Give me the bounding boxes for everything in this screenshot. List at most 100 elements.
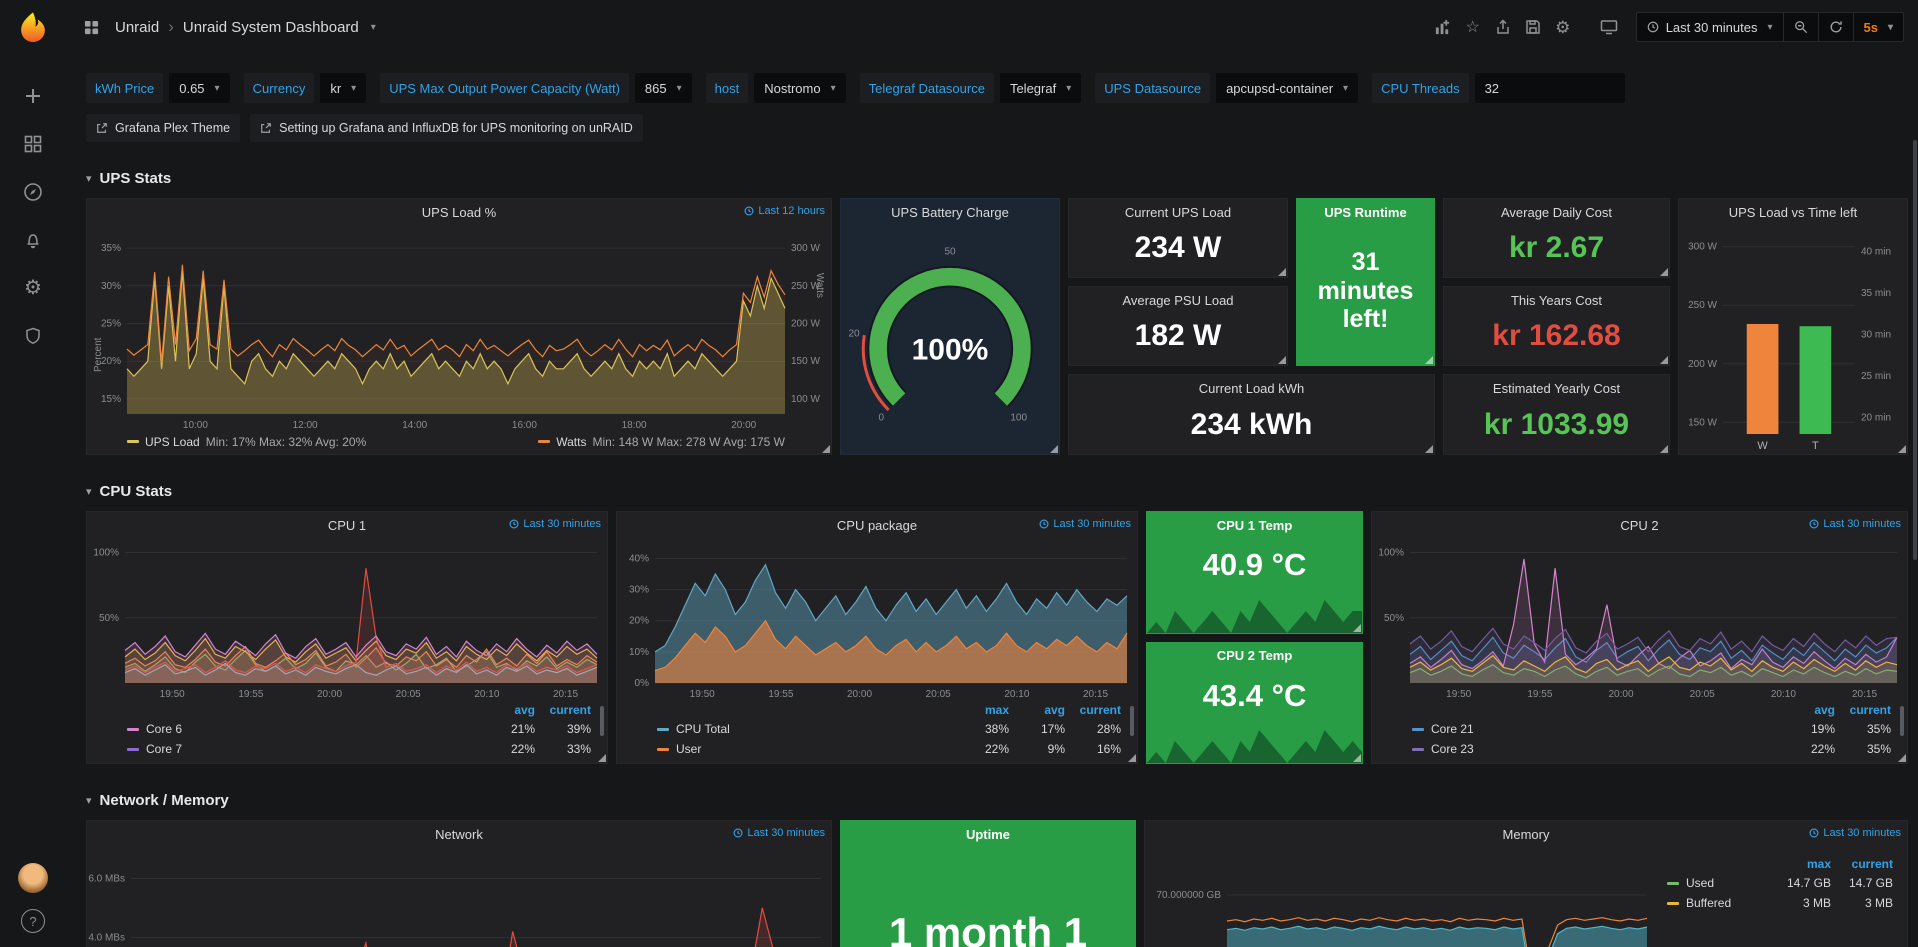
battery-gauge[interactable]: 0 20 50 100 100% [841,225,1059,454]
panel-header[interactable]: Current UPS Load [1069,199,1287,225]
legend-sort-max[interactable]: max [1806,857,1831,871]
scrollbar-thumb[interactable] [1913,140,1917,560]
panel-time-range[interactable]: Last 30 minutes [1809,827,1901,839]
panel-time-range[interactable]: Last 12 hours [744,205,825,217]
panel-header[interactable]: UPS Battery Charge [841,199,1059,225]
legend-item[interactable]: CPU Total 38% 17% 28% [617,719,1137,739]
configuration-gear-icon[interactable]: ⚙ [24,277,42,299]
user-avatar[interactable] [18,863,48,893]
variable-value-dropdown[interactable]: kr ▾ [320,73,367,103]
legend-sort-avg[interactable]: avg [1814,703,1835,717]
panel-resize-handle[interactable] [1660,268,1668,276]
legend-scrollbar[interactable] [1130,706,1134,736]
panel-resize-handle[interactable] [1898,754,1906,762]
panel-header[interactable]: CPU 1 Last 30 minutes [87,512,607,538]
legend-item[interactable]: Core 21 19% 35% [1372,719,1907,739]
dashboard-title[interactable]: Unraid System Dashboard [182,18,359,36]
legend-sort-current[interactable]: current [1851,857,1893,871]
panel-header[interactable]: CPU package Last 30 minutes [617,512,1137,538]
panel-title[interactable]: CPU package [836,517,918,533]
dashboards-icon[interactable] [21,132,45,156]
panel-title[interactable]: UPS Load vs Time left [1728,204,1858,220]
panel-header[interactable]: CPU 2 Temp [1147,643,1362,669]
legend-item[interactable]: Core 23 22% 35% [1372,739,1907,759]
legend-sort-avg[interactable]: avg [1044,703,1065,717]
cpu1-chart[interactable]: 50% 100% 19:50 19:55 20:00 20:05 20:10 20:15 [87,538,607,701]
legend-item[interactable]: Core 6 21% 39% [87,719,607,739]
time-picker-button[interactable]: Last 30 minutes ▾ [1635,12,1784,42]
panel-time-range[interactable]: Last 30 minutes [1809,518,1901,530]
panel-title[interactable]: Uptime [965,826,1011,842]
panel-resize-handle[interactable] [1278,356,1286,364]
panel-resize-handle[interactable] [1353,754,1361,762]
panel-title[interactable]: Network [435,826,483,842]
legend-scrollbar[interactable] [600,706,604,736]
panel-header[interactable]: Current Load kWh [1069,375,1434,401]
panel-header[interactable]: Average Daily Cost [1444,199,1669,225]
chevron-down-icon[interactable]: ▾ [370,21,376,33]
section-ups-stats[interactable]: ▾ UPS Stats [86,164,1908,192]
panel-title[interactable]: CPU 1 [327,517,367,533]
panel-header[interactable]: Uptime [841,821,1135,847]
legend-item[interactable]: Watts Min: 148 W Max: 278 W Avg: 175 W [538,435,785,449]
panel-header[interactable]: Memory Last 30 minutes [1145,821,1907,847]
variable-value-dropdown[interactable]: 0.65 ▾ [169,73,230,103]
panel-title[interactable]: Current UPS Load [1124,204,1232,220]
variable-value-dropdown[interactable]: Nostromo ▾ [754,73,846,103]
dashboard-settings-gear-icon[interactable]: ⚙ [1555,17,1571,37]
panel-resize-handle[interactable] [1898,445,1906,453]
panel-time-range[interactable]: Last 30 minutes [733,827,825,839]
server-admin-shield-icon[interactable] [21,324,45,348]
create-plus-icon[interactable] [21,84,45,108]
panel-title[interactable]: CPU 2 Temp [1216,648,1293,663]
panel-resize-handle[interactable] [1278,268,1286,276]
section-network-memory[interactable]: ▾ Network / Memory [86,786,1908,814]
refresh-button[interactable] [1818,12,1854,42]
panel-resize-handle[interactable] [822,445,830,453]
memory-chart[interactable]: 50.000000 GB60.000000 GB70.000000 GB19:5… [1145,847,1657,947]
legend-item[interactable]: User 22% 9% 16% [617,739,1137,759]
breadcrumb-app[interactable]: Unraid [115,18,160,36]
panel-title[interactable]: UPS Battery Charge [891,204,1009,220]
panel-title[interactable]: UPS Runtime [1324,204,1407,220]
legend-sort-max[interactable]: max [984,703,1009,717]
legend-sort-current[interactable]: current [1079,703,1121,717]
add-panel-button[interactable] [1428,12,1458,42]
panel-resize-handle[interactable] [1425,356,1433,364]
panel-header[interactable]: Average PSU Load [1069,287,1287,313]
legend-sort-current[interactable]: current [1849,703,1891,717]
ups-load-vs-time-chart[interactable]: 150 W 200 W 250 W 300 W 20 min 25 min 30 min 35… [1679,225,1907,454]
panel-resize-handle[interactable] [1660,356,1668,364]
panel-title[interactable]: CPU 2 [1620,517,1659,533]
panel-title[interactable]: Estimated Yearly Cost [1492,380,1621,396]
panel-resize-handle[interactable] [1660,445,1668,453]
panel-header[interactable]: Network Last 30 minutes [87,821,831,847]
panel-title[interactable]: This Years Cost [1510,292,1603,308]
panel-header[interactable]: Estimated Yearly Cost [1444,375,1669,401]
refresh-interval-button[interactable]: 5s ▾ [1853,12,1904,42]
kiosk-monitor-icon[interactable] [1594,12,1624,42]
panel-time-range[interactable]: Last 30 minutes [509,518,601,530]
alerting-bell-icon[interactable] [21,228,45,252]
save-button[interactable] [1518,12,1548,42]
explore-compass-icon[interactable] [21,180,45,204]
cpu2-chart[interactable]: 50% 100% 19:50 19:55 20:00 20:05 20:10 20:15 [1372,538,1907,701]
dashboard-link[interactable]: Setting up Grafana and InfluxDB for UPS … [250,114,643,142]
legend-sort-avg[interactable]: avg [514,703,535,717]
ups-load-chart[interactable]: 15% 20% 25% 30% 35% 100 W 150 W 200 W 250 W 300 W… [87,225,831,432]
panel-title[interactable]: CPU 1 Temp [1216,517,1293,533]
grafana-logo[interactable] [14,10,52,48]
panel-title[interactable]: Current Load kWh [1198,380,1305,396]
panel-resize-handle[interactable] [1050,445,1058,453]
panel-resize-handle[interactable] [598,754,606,762]
panel-title[interactable]: Memory [1502,826,1550,842]
star-button[interactable]: ☆ [1465,19,1480,36]
panel-header[interactable]: UPS Load vs Time left [1679,199,1907,225]
zoom-out-button[interactable] [1783,12,1819,42]
panel-title[interactable]: UPS Load % [421,204,497,220]
panel-header[interactable]: UPS Load % Last 12 hours [87,199,831,225]
legend-item[interactable]: Buffered 3 MB 3 MB [1657,893,1903,913]
panel-time-range[interactable]: Last 30 minutes [1039,518,1131,530]
panel-header[interactable]: CPU 2 Last 30 minutes [1372,512,1907,538]
